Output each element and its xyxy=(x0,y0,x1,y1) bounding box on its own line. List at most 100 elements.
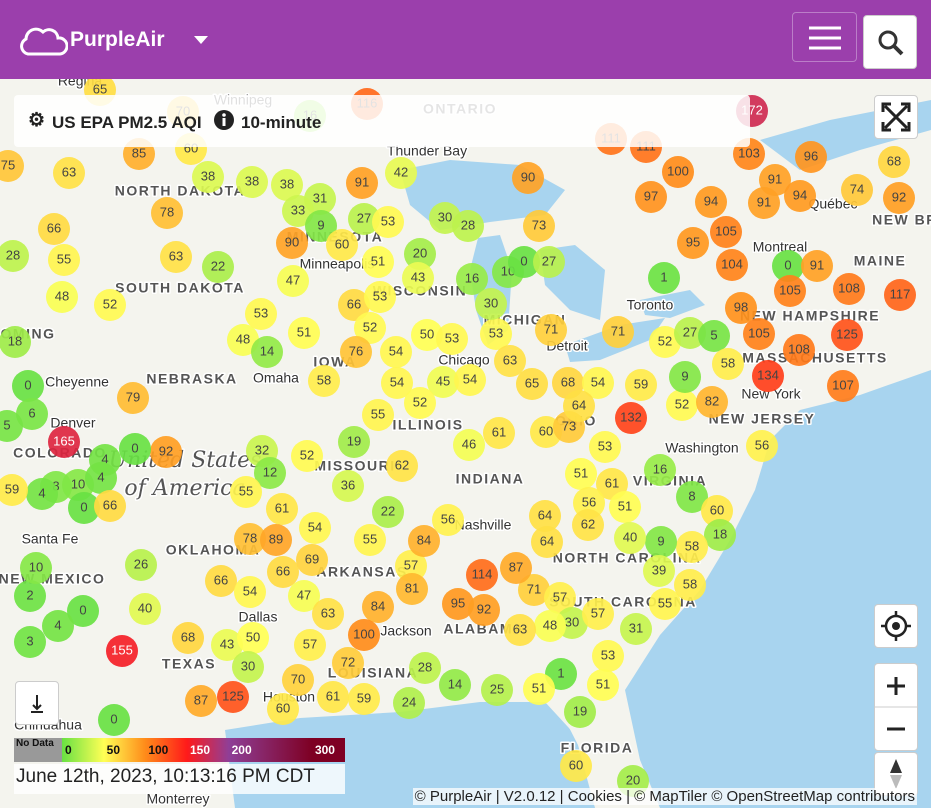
sensor[interactable]: 66 xyxy=(338,289,370,321)
sensor[interactable]: 0 xyxy=(12,370,44,402)
sensor[interactable]: 69 xyxy=(296,544,328,576)
sensor[interactable]: 60 xyxy=(701,495,733,527)
sensor[interactable]: 63 xyxy=(494,345,526,377)
sensor[interactable]: 38 xyxy=(236,166,268,198)
sensor[interactable]: 54 xyxy=(381,367,413,399)
sensor[interactable]: 33 xyxy=(282,195,314,227)
sensor[interactable]: 19 xyxy=(564,696,596,728)
sensor[interactable]: 89 xyxy=(260,524,292,556)
sensor[interactable]: 28 xyxy=(409,652,441,684)
sensor[interactable]: 51 xyxy=(288,317,320,349)
sensor[interactable]: 70 xyxy=(282,664,314,696)
sensor[interactable]: 66 xyxy=(94,490,126,522)
sensor[interactable]: 27 xyxy=(674,317,706,349)
sensor[interactable]: 71 xyxy=(535,314,567,346)
sensor[interactable]: 82 xyxy=(696,386,728,418)
sensor[interactable]: 9 xyxy=(669,361,701,393)
sensor[interactable]: 155 xyxy=(106,635,138,667)
sensor[interactable]: 2 xyxy=(14,580,46,612)
sensor[interactable]: 30 xyxy=(232,651,264,683)
sensor[interactable]: 62 xyxy=(386,450,418,482)
sensor[interactable]: 0 xyxy=(98,704,130,736)
sensor[interactable]: 47 xyxy=(288,580,320,612)
sensor[interactable]: 79 xyxy=(117,382,149,414)
period[interactable]: 10-minute xyxy=(241,113,322,132)
sensor[interactable]: 52 xyxy=(649,326,681,358)
sensor[interactable]: 56 xyxy=(746,430,778,462)
sensor[interactable]: 125 xyxy=(217,681,249,713)
sensor[interactable]: 4 xyxy=(85,462,117,494)
sensor[interactable]: 92 xyxy=(468,594,500,626)
sensor[interactable]: 78 xyxy=(151,197,183,229)
sensor[interactable]: 54 xyxy=(299,512,331,544)
sensor[interactable]: 1 xyxy=(648,262,680,294)
sensor[interactable]: 38 xyxy=(271,169,303,201)
sensor[interactable]: 64 xyxy=(529,500,561,532)
sensor[interactable]: 61 xyxy=(483,417,515,449)
sensor[interactable]: 57 xyxy=(582,598,614,630)
sensor[interactable]: 55 xyxy=(354,524,386,556)
sensor[interactable]: 52 xyxy=(666,389,698,421)
sensor[interactable]: 63 xyxy=(160,241,192,273)
sensor[interactable]: 96 xyxy=(795,141,827,173)
sensor[interactable]: 53 xyxy=(372,206,404,238)
sensor[interactable]: 51 xyxy=(587,669,619,701)
sensor[interactable]: 81 xyxy=(396,573,428,605)
sensor[interactable]: 71 xyxy=(518,574,550,606)
sensor[interactable]: 5 xyxy=(698,320,730,352)
sensor[interactable]: 54 xyxy=(380,336,412,368)
sensor[interactable]: 58 xyxy=(712,348,744,380)
sensor[interactable]: 18 xyxy=(704,519,736,551)
sensor[interactable]: 78 xyxy=(234,523,266,555)
sensor[interactable]: 68 xyxy=(172,622,204,654)
sensor[interactable]: 66 xyxy=(205,565,237,597)
sensor[interactable]: 12 xyxy=(254,457,286,489)
sensor[interactable]: 4 xyxy=(26,478,58,510)
sensor[interactable]: 0 xyxy=(119,433,151,465)
sensor[interactable]: 54 xyxy=(234,576,266,608)
sensor[interactable]: 18 xyxy=(0,326,31,358)
sensor[interactable]: 63 xyxy=(312,598,344,630)
sensor[interactable]: 48 xyxy=(534,610,566,642)
sensor[interactable]: 52 xyxy=(291,440,323,472)
sensor[interactable]: 94 xyxy=(784,180,816,212)
sensor[interactable]: 54 xyxy=(582,367,614,399)
sensor[interactable]: 73 xyxy=(523,210,555,242)
sensor[interactable]: 60 xyxy=(560,750,592,782)
sensor[interactable]: 50 xyxy=(237,622,269,654)
sensor[interactable]: 22 xyxy=(202,251,234,283)
sensor[interactable]: 94 xyxy=(695,186,727,218)
sensor[interactable]: 9 xyxy=(645,526,677,558)
sensor[interactable]: 97 xyxy=(635,181,667,213)
sensor[interactable]: 90 xyxy=(276,227,308,259)
sensor[interactable]: 43 xyxy=(211,629,243,661)
zoom-icons[interactable] xyxy=(875,664,917,750)
sensor[interactable]: 45 xyxy=(427,366,459,398)
sensor[interactable]: 56 xyxy=(432,504,464,536)
sensor[interactable]: 58 xyxy=(676,531,708,563)
sensor[interactable]: 40 xyxy=(614,522,646,554)
sensor[interactable]: 54 xyxy=(454,364,486,396)
menu-button[interactable] xyxy=(792,12,857,62)
sensor[interactable]: 52 xyxy=(404,387,436,419)
sensor[interactable]: 71 xyxy=(602,316,634,348)
sensor[interactable]: 87 xyxy=(185,685,217,717)
sensor[interactable]: 0 xyxy=(508,246,540,278)
sensor[interactable]: 76 xyxy=(340,336,372,368)
sensor[interactable]: 51 xyxy=(565,458,597,490)
sensor[interactable]: 57 xyxy=(544,582,576,614)
sensor[interactable]: 104 xyxy=(716,249,748,281)
sensor[interactable]: 72 xyxy=(332,647,364,679)
sensor[interactable]: 28 xyxy=(452,210,484,242)
sensor[interactable]: 53 xyxy=(592,640,624,672)
sensor[interactable]: 4 xyxy=(42,610,74,642)
sensor[interactable]: 0 xyxy=(772,250,804,282)
sensor[interactable]: 22 xyxy=(372,496,404,528)
metric[interactable]: US EPA PM2.5 AQI xyxy=(52,113,202,132)
search-button[interactable] xyxy=(863,15,917,69)
sensor[interactable]: 55 xyxy=(48,244,80,276)
sensor[interactable]: 57 xyxy=(395,550,427,582)
sensor[interactable]: 48 xyxy=(46,281,78,313)
download-button[interactable] xyxy=(15,681,59,725)
sensor[interactable]: 0 xyxy=(68,492,100,524)
